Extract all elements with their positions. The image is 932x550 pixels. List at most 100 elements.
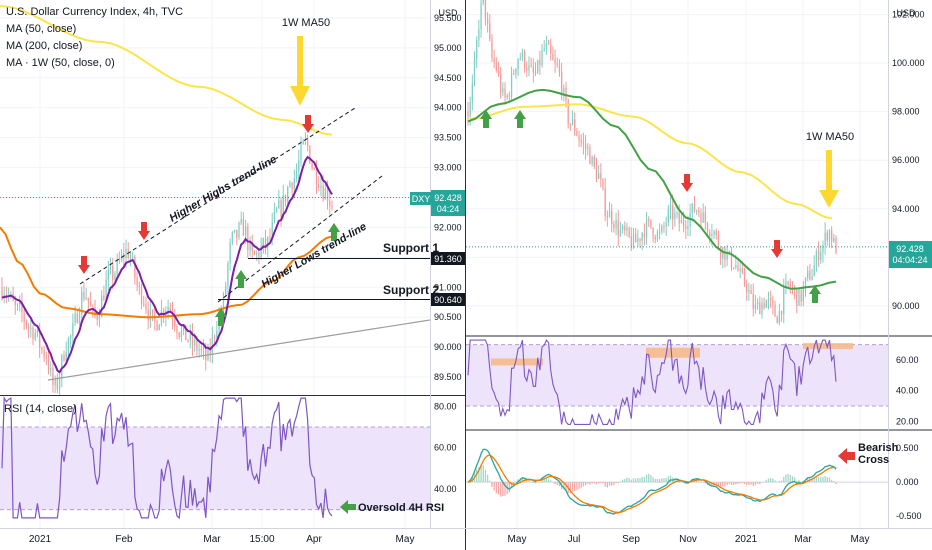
right-candle-body	[506, 95, 508, 98]
macd-histogram-bar	[737, 482, 739, 485]
right-candle-body	[767, 297, 770, 301]
left-candle-body	[205, 348, 207, 361]
left-candle-body	[233, 229, 236, 233]
left-candle-body	[138, 285, 140, 287]
left-candle-body	[200, 349, 202, 351]
right-candle-body	[704, 212, 707, 224]
left-candle-body	[16, 304, 19, 306]
macd-histogram-bar	[715, 482, 717, 486]
right-candle-body	[656, 231, 659, 240]
right-candle-body	[695, 210, 698, 212]
right-candle-body	[654, 237, 656, 240]
right-time-tick: Mar	[794, 534, 812, 545]
right-candle-body	[739, 268, 741, 271]
left-price-tick: 90.500	[434, 312, 462, 322]
right-candle-body	[484, 0, 487, 20]
right-candle-body	[489, 23, 491, 40]
left-candle-body	[253, 251, 256, 255]
right-candle-body	[802, 287, 804, 302]
macd-histogram-bar	[807, 477, 809, 483]
right-price-tick: 102.000	[892, 10, 925, 20]
right-candle-body	[478, 28, 480, 40]
macd-histogram-bar	[619, 481, 622, 483]
macd-histogram-bar	[735, 482, 737, 485]
left-candle-body	[295, 170, 298, 179]
macd-histogram-bar	[532, 482, 534, 483]
left-candle-body	[96, 315, 98, 320]
right-candle-body	[741, 268, 744, 273]
macd-histogram-bar	[635, 478, 637, 483]
right-price-tick: 100.000	[892, 58, 925, 68]
legend-title: U.S. Dollar Currency Index, 4h, TVC	[6, 6, 184, 18]
macd-histogram-bar	[648, 473, 650, 483]
right-candle-body	[547, 43, 550, 45]
macd-histogram-bar	[835, 482, 837, 485]
macd-histogram-bar	[510, 482, 513, 488]
right-candle-body	[746, 283, 748, 293]
right-candle-body	[691, 203, 693, 214]
right-candle-body	[476, 39, 478, 59]
green-up-arrow	[514, 110, 526, 128]
left-candle-body	[176, 326, 178, 333]
left-candle-body	[72, 323, 74, 336]
right-candle-body	[595, 166, 598, 179]
left-candle-body	[209, 347, 211, 355]
right-candle-body	[724, 247, 726, 260]
macd-histogram-bar	[624, 478, 626, 483]
left-candle-body	[27, 326, 30, 329]
right-candle-body	[763, 303, 765, 308]
macd-histogram-bar	[813, 477, 815, 483]
macd-histogram-bar	[726, 482, 728, 486]
left-ma50-line	[1, 155, 333, 374]
macd-histogram-bar	[791, 476, 794, 483]
left-candle-body	[213, 336, 216, 338]
left-candle-body	[45, 357, 47, 359]
left-candle-body	[14, 300, 16, 305]
right-1w-ma50-label: 1W MA50	[806, 131, 854, 143]
right-candle-body	[556, 63, 558, 66]
axes: 95.50095.00094.50094.00093.50093.00092.5…	[29, 10, 925, 545]
macd-histogram-bar	[554, 482, 556, 485]
macd-histogram-bar	[502, 482, 504, 497]
macd-histogram-bar	[700, 482, 702, 483]
left-candle-body	[118, 259, 121, 261]
right-candle-body	[513, 73, 515, 75]
right-price-pane	[466, 0, 888, 326]
macd-histogram-bar	[552, 482, 554, 483]
macd-histogram-bar	[628, 478, 630, 483]
macd-histogram-bar	[626, 477, 628, 483]
right-candle-body	[604, 188, 606, 217]
macd-histogram-bar	[661, 478, 663, 483]
macd-histogram-bar	[772, 478, 774, 483]
left-candle-body	[163, 309, 165, 316]
right-time-tick: May	[508, 534, 527, 545]
left-candle-body	[78, 314, 81, 323]
right-candle-body	[726, 252, 728, 260]
left-candle-body	[116, 259, 118, 274]
left-last-price: 92.428	[434, 193, 462, 203]
right-candle-body	[798, 289, 800, 306]
macd-histogram-bar	[730, 482, 733, 486]
right-candle-body	[582, 142, 585, 145]
left-candle-body	[258, 252, 260, 258]
left-candle-body	[109, 265, 112, 271]
macd-histogram-bar	[748, 482, 750, 485]
right-candle-body	[813, 265, 815, 277]
macd-histogram-bar	[517, 479, 519, 483]
left-candle-body	[189, 332, 191, 341]
left-candle-body	[69, 335, 72, 339]
left-time-tick: May	[396, 534, 415, 545]
macd-histogram-bar	[558, 482, 561, 487]
left-candle-body	[267, 237, 269, 248]
right-price-tick: 98.000	[892, 107, 920, 117]
left-candle-body	[23, 312, 25, 321]
left-candle-body	[50, 368, 52, 370]
macd-histogram-bar	[528, 481, 530, 483]
left-candle-body	[287, 186, 289, 202]
right-price-tick: 96.000	[892, 155, 920, 165]
left-candle-body	[36, 330, 39, 334]
left-candle-body	[43, 349, 45, 358]
support-1-price-tag: 91.360	[431, 252, 465, 265]
right-candle-body	[678, 212, 680, 224]
left-candle-body	[114, 273, 116, 280]
